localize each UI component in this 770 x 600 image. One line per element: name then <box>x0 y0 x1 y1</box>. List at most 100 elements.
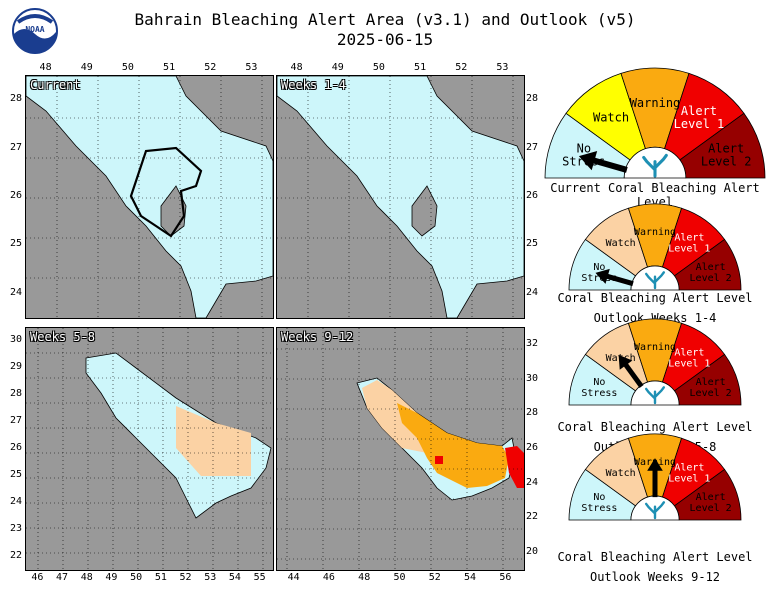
gauge-label-no-stress: No <box>577 141 591 155</box>
map-weeks-5-8 <box>26 328 273 570</box>
gauge-needle-head <box>647 458 663 471</box>
gauge-needle-head <box>578 151 598 171</box>
gauge-label-warning: Warning <box>634 342 676 353</box>
gauge-label-alert-level-2: Alert <box>696 377 726 388</box>
tick-right-panel4: 20 <box>526 545 539 557</box>
gauge-label-watch: Watch <box>593 110 629 124</box>
gauge-subcaption: Outlook Weeks 1-4 <box>593 311 717 325</box>
gauge-label-alert-level-1: Alert <box>674 463 704 474</box>
tick-bottom-panel3: 47 <box>56 572 69 583</box>
tick-top-panel2: 50 <box>372 62 385 73</box>
map-current <box>26 76 273 318</box>
gauge-label-alert-level-2: Alert <box>708 141 744 155</box>
tick-left-panel3: 26 <box>9 442 22 453</box>
alert-area-outline <box>129 146 203 238</box>
gauge-label-alert-level-2: Alert <box>696 492 726 503</box>
panel-label-weeks-9-12: Weeks 9-12 <box>281 330 354 344</box>
tick-right-panel2: 28 <box>526 93 539 105</box>
gauge-label-alert-level-2: Alert <box>696 262 726 273</box>
tick-bottom-panel4: 52 <box>428 572 441 583</box>
map-panel-weeks-1-4: Weeks 1-4 <box>276 75 525 319</box>
panel-label-weeks-1-4: Weeks 1-4 <box>281 78 347 92</box>
tick-right-panel4: 22 <box>526 511 539 523</box>
tick-right-panel4: 24 <box>526 476 539 488</box>
tick-left-panel1: 28 <box>9 93 22 105</box>
grid-lines <box>277 76 524 318</box>
tick-left-panel3: 24 <box>9 495 22 507</box>
tick-bottom-panel3: 46 <box>31 572 44 583</box>
gauge-label-watch: Watch <box>606 468 636 479</box>
gauge-label-alert-level-1: Level 1 <box>668 474 710 485</box>
gauge-label-warning: Warning <box>634 227 676 238</box>
qatar-land <box>411 185 438 237</box>
tick-right-panel4: 28 <box>526 407 539 419</box>
tick-bottom-panel3: 51 <box>154 572 167 583</box>
tick-right-panel2: 25 <box>526 238 539 250</box>
tick-left-panel3: 22 <box>9 549 22 561</box>
gauge-label-no-stress: No <box>593 492 605 503</box>
map-weeks-9-12 <box>277 328 524 570</box>
gauge-label-alert-level-1: Level 1 <box>668 359 710 370</box>
grid-lines <box>277 328 524 570</box>
tick-left-panel1: 24 <box>9 286 22 298</box>
map-panel-weeks-5-8: Weeks 5-8 <box>25 327 274 571</box>
tick-bottom-panel4: 54 <box>464 572 477 583</box>
tick-bottom-panel3: 48 <box>80 572 93 583</box>
page-date: 2025-06-15 <box>336 30 434 49</box>
tick-left-panel1: 26 <box>9 190 22 201</box>
tick-right-panel4: 32 <box>526 338 539 350</box>
tick-top-panel2: 51 <box>414 62 427 73</box>
panel-label-current: Current <box>30 78 81 92</box>
gauge-needle <box>603 272 634 287</box>
gauge-label-watch: Watch <box>606 238 636 249</box>
gauge-needle-head <box>595 268 610 284</box>
gauge-label-no-stress: No <box>593 262 605 273</box>
tick-bottom-panel4: 44 <box>287 572 300 583</box>
gauge-label-no-stress: Stress <box>581 503 617 514</box>
gauge-needle <box>588 156 628 173</box>
gauge-label-no-stress: No <box>593 377 605 388</box>
map-panel-current: Current <box>25 75 274 319</box>
tick-bottom-panel3: 50 <box>130 572 143 583</box>
tick-right-panel2: 26 <box>526 190 539 201</box>
gauge-label-no-stress: Stress <box>581 273 617 284</box>
tick-top-panel1: 51 <box>163 62 176 73</box>
gauge-label-alert-level-1: Level 1 <box>674 117 725 131</box>
gauge-label-no-stress: Stress <box>581 388 617 399</box>
gauge-label-alert-level-2: Level 2 <box>690 273 732 284</box>
page-title: Bahrain Bleaching Alert Area (v3.1) and … <box>134 10 636 29</box>
coral-icon <box>644 271 666 290</box>
gauge-needle <box>621 360 644 388</box>
tick-bottom-panel3: 49 <box>105 572 118 583</box>
gauge-caption: Coral Bleaching Alert Level <box>557 291 753 305</box>
tick-right-panel4: 26 <box>526 442 539 453</box>
gulf-water <box>277 76 524 318</box>
gauge-label-warning: Warning <box>630 96 681 110</box>
tick-right-panel4: 30 <box>526 372 539 384</box>
tick-right-panel2: 24 <box>526 286 539 298</box>
map-panel-weeks-9-12: Weeks 9-12 <box>276 327 525 571</box>
grid-lines <box>26 76 273 318</box>
tick-left-panel3: 28 <box>9 388 22 400</box>
tick-top-panel2: 49 <box>331 62 344 73</box>
outlook-warning-area <box>397 403 509 488</box>
grid-lines <box>26 328 273 570</box>
gauge-caption: Coral Bleaching Alert Level <box>557 420 753 434</box>
tick-left-panel3: 25 <box>9 468 22 480</box>
tick-left-panel3: 29 <box>9 361 22 373</box>
gauge-caption: Coral Bleaching Alert Level <box>557 550 753 564</box>
outlook-alert1-coast <box>505 446 524 488</box>
tick-left-panel3: 23 <box>9 522 22 534</box>
tick-top-panel2: 52 <box>455 62 468 73</box>
noaa-logo-icon: NOAA <box>12 8 58 54</box>
gauge-label-alert-level-1: Alert <box>674 348 704 359</box>
tick-bottom-panel3: 52 <box>179 572 192 583</box>
coral-icon <box>642 153 668 178</box>
gauge-label-alert-level-1: Alert <box>681 104 717 118</box>
tick-top-panel1: 50 <box>121 62 134 73</box>
tick-right-panel2: 27 <box>526 141 539 153</box>
gauge-subcaption: Outlook Weeks 9-12 <box>589 570 721 584</box>
